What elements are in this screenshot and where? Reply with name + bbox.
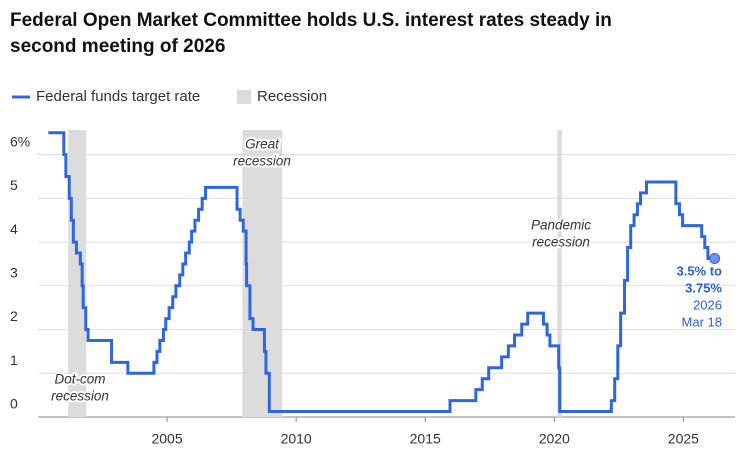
y-tick-label: 2 bbox=[10, 308, 18, 324]
legend-swatch bbox=[237, 90, 251, 104]
end-label: 2026 bbox=[693, 297, 722, 312]
recession-label: recession bbox=[233, 154, 291, 169]
end-label: 3.5% to bbox=[676, 263, 722, 278]
y-tick-label: 3 bbox=[10, 265, 18, 281]
x-tick-label: 2020 bbox=[539, 431, 570, 447]
recession-label: Dot-com bbox=[54, 372, 105, 387]
recession-label: Great bbox=[245, 137, 280, 152]
chart-title: Federal Open Market Committee holds U.S.… bbox=[10, 10, 612, 31]
recession-band bbox=[557, 130, 562, 417]
end-point bbox=[709, 252, 721, 264]
chart-title: second meeting of 2026 bbox=[10, 36, 225, 57]
y-tick-label: 4 bbox=[10, 221, 18, 237]
legend-label: Recession bbox=[257, 88, 327, 105]
x-tick-label: 2015 bbox=[410, 431, 441, 447]
x-tick-label: 2025 bbox=[668, 431, 699, 447]
x-tick-label: 2010 bbox=[281, 431, 312, 447]
y-tick-label: 6% bbox=[10, 133, 30, 149]
y-tick-label: 1 bbox=[10, 352, 18, 368]
recession-band bbox=[242, 130, 283, 417]
y-tick-label: 5 bbox=[10, 177, 18, 193]
recession-label: Pandemic bbox=[531, 218, 591, 233]
recession-label: recession bbox=[532, 235, 590, 250]
legend-label: Federal funds target rate bbox=[36, 88, 200, 105]
end-label: Mar 18 bbox=[682, 314, 722, 329]
recession-label: recession bbox=[51, 389, 109, 404]
end-label: 3.75% bbox=[685, 280, 722, 295]
y-tick-label: 0 bbox=[10, 396, 18, 412]
rate-line bbox=[48, 131, 715, 414]
x-tick-label: 2005 bbox=[151, 431, 182, 447]
